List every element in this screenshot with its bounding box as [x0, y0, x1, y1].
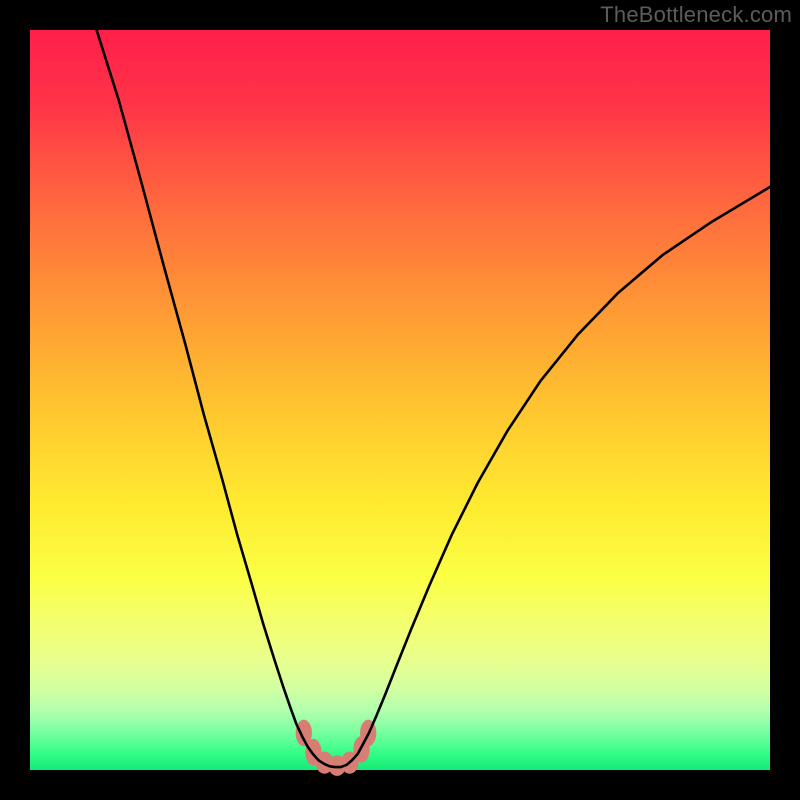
chart-frame: TheBottleneck.com [0, 0, 800, 800]
watermark-text: TheBottleneck.com [600, 2, 792, 28]
bottleneck-chart [0, 0, 800, 800]
